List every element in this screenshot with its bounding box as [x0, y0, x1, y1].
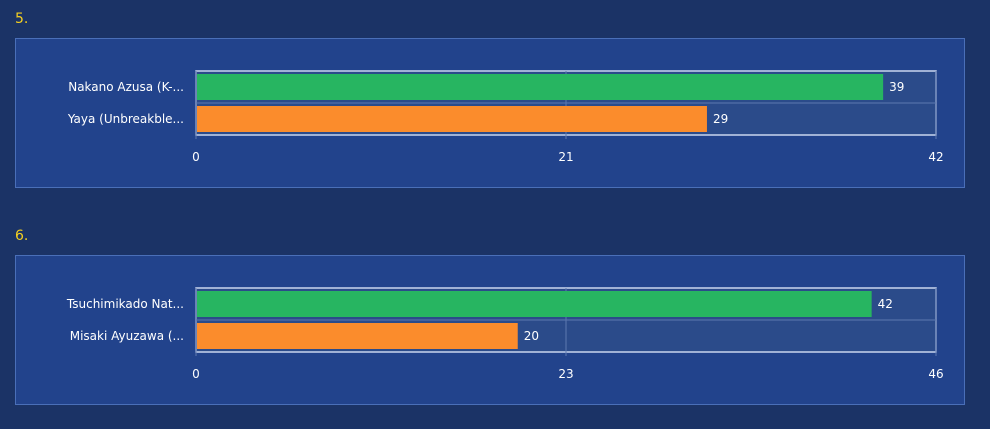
bar-value-label: 42	[878, 297, 893, 311]
x-tick-label: 23	[558, 367, 573, 381]
bar-value-label: 29	[713, 112, 728, 126]
bar	[197, 106, 707, 132]
category-label: Nakano Azusa (K-...	[68, 80, 184, 94]
x-tick-label: 0	[192, 367, 200, 381]
bar	[197, 323, 518, 349]
poll-panel-5: 0 21 42 39 Nakano Azusa (K-... 29 Yaya (Unbrea…	[15, 38, 965, 188]
bar	[197, 74, 884, 100]
poll-chart-6: 0 23 46 42 Tsuchimikado Nat... 20 Misaki Ayuza…	[66, 287, 944, 381]
bar-value-label: 39	[889, 80, 904, 94]
x-tick-label: 42	[928, 150, 943, 164]
match-number-6: 6.	[15, 228, 29, 244]
bar	[197, 291, 872, 317]
x-tick-label: 0	[192, 150, 200, 164]
category-label: Tsuchimikado Nat...	[66, 297, 184, 311]
poll-panel-6: 0 23 46 42 Tsuchimikado Nat... 20 Misaki Ayuza…	[15, 255, 965, 405]
poll-chart-5: 0 21 42 39 Nakano Azusa (K-... 29 Yaya (Unbrea…	[67, 70, 944, 164]
x-tick-label: 21	[558, 150, 573, 164]
bar-value-label: 20	[524, 329, 539, 343]
match-number-5: 5.	[15, 11, 29, 27]
category-label: Misaki Ayuzawa (...	[70, 329, 184, 343]
category-label: Yaya (Unbreakble...	[67, 112, 184, 126]
x-tick-label: 46	[928, 367, 943, 381]
